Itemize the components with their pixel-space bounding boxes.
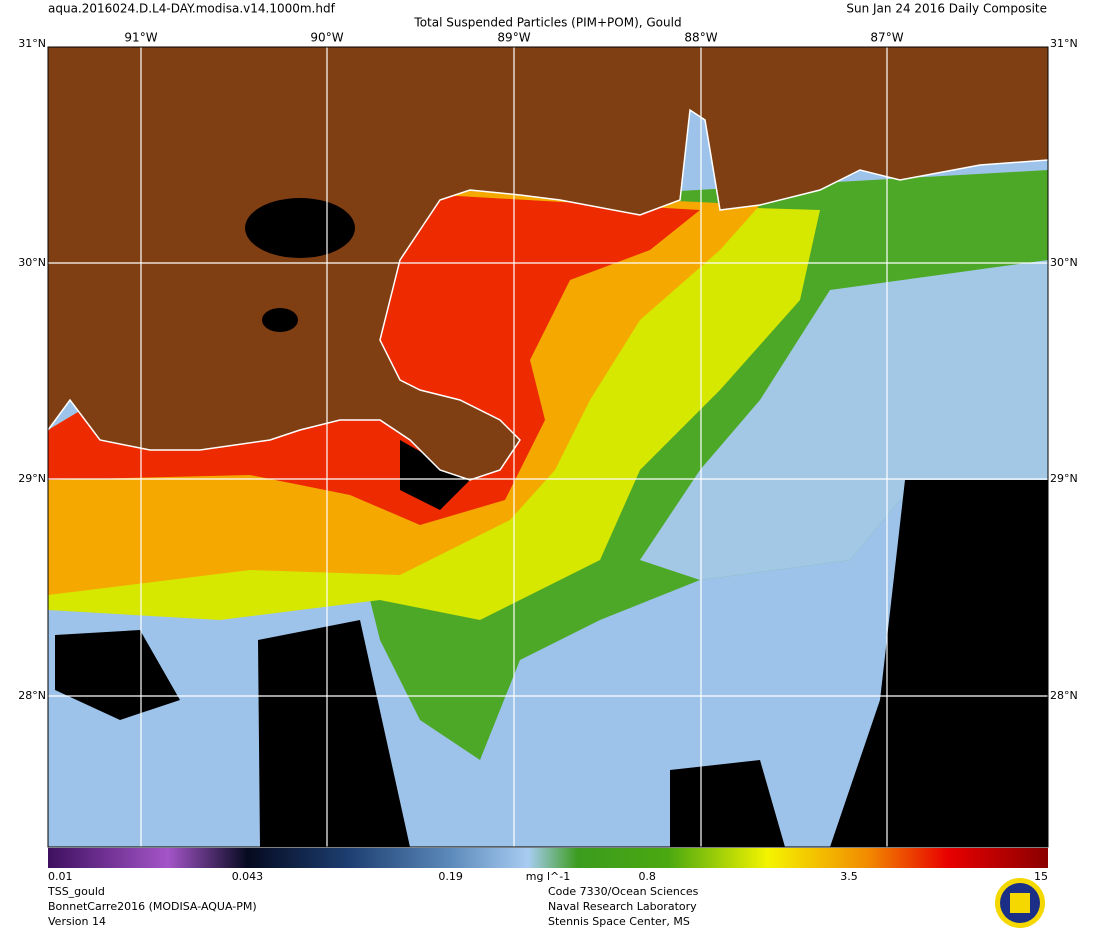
latitude-label: 28°N [1050,689,1078,702]
longitude-label: 88°W [684,31,717,45]
map-title: Total Suspended Particles (PIM+POM), Gou… [413,16,681,30]
footer: TSS_gould BonnetCarre2016 (MODISA-AQUA-PM… [47,885,699,928]
latitude-label: 31°N [18,37,46,50]
latitude-label: 29°N [18,472,46,485]
institution-info: Stennis Space Center, MS [548,915,690,928]
product-info: Version 14 [48,915,106,928]
product-info: BonnetCarre2016 (MODISA-AQUA-PM) [48,900,257,913]
longitude-label: 91°W [124,31,157,45]
colorbar-tick-label: 0.8 [638,870,656,883]
latitude-label: 28°N [18,689,46,702]
colorbar-tick-label: 0.19 [438,870,463,883]
filename: aqua.2016024.D.L4-DAY.modisa.v14.1000m.h… [48,2,336,16]
nrl-logo [995,878,1045,928]
graticule-labels: 91°W 90°W 89°W 88°W 87°W 31°N 31°N 30°N 30°N 29°N… [18,31,1077,703]
colorbar-unit: mg l^-1 [526,870,570,883]
colorbar-tick-label: 3.5 [840,870,858,883]
latitude-label: 31°N [1050,37,1078,50]
map-frame [47,46,1049,848]
institution-info: Naval Research Laboratory [548,900,697,913]
institution-info: Code 7330/Ocean Sciences [548,885,699,898]
colorbar-labels: 0.01 0.043 0.19 0.8 3.5 15 mg l^-1 [48,870,1048,883]
latitude-label: 30°N [18,256,46,269]
colorbar-tick-label: 15 [1034,870,1048,883]
longitude-label: 89°W [497,31,530,45]
colorbar-tick-label: 0.043 [232,870,264,883]
latitude-label: 29°N [1050,472,1078,485]
colorbar [48,848,1048,868]
product-info: TSS_gould [47,885,105,898]
longitude-label: 90°W [310,31,343,45]
longitude-label: 87°W [870,31,903,45]
latitude-label: 30°N [1050,256,1078,269]
date: Sun Jan 24 2016 Daily Composite [846,2,1047,16]
colorbar-tick-label: 0.01 [48,870,73,883]
map-image [48,47,1048,847]
